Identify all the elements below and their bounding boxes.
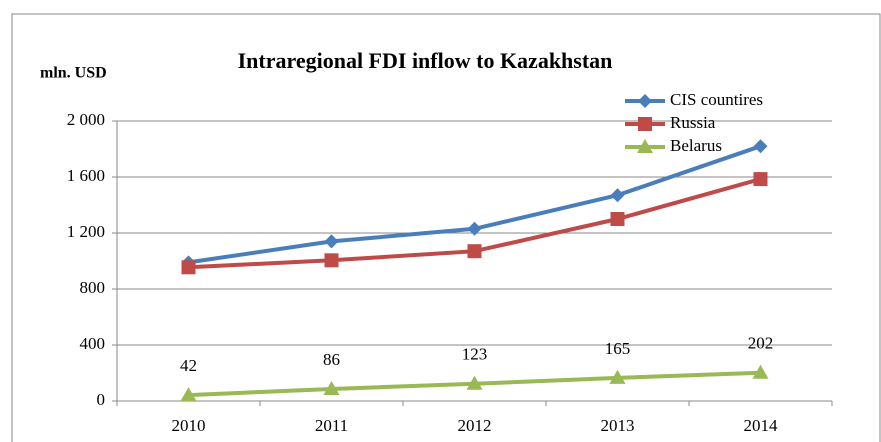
y-tick-label: 400	[80, 334, 106, 353]
data-point	[467, 221, 482, 236]
data-point	[324, 234, 339, 249]
x-tick-label: 2013	[601, 416, 635, 435]
data-point	[180, 387, 197, 402]
data-label: 202	[748, 334, 774, 353]
data-label: 42	[180, 356, 197, 375]
chart-title: Intraregional FDI inflow to Kazakhstan	[238, 48, 613, 73]
legend-label: Belarus	[670, 136, 722, 155]
x-tick-label: 2014	[744, 416, 779, 435]
data-point	[324, 253, 339, 268]
legend-marker	[638, 94, 652, 108]
y-tick-label: 0	[97, 390, 106, 409]
data-point	[466, 375, 483, 390]
x-tick-label: 2012	[458, 416, 492, 435]
data-label: 123	[462, 345, 488, 364]
legend-label: CIS countires	[670, 90, 763, 109]
y-tick-label: 1 200	[67, 222, 105, 241]
data-point	[753, 172, 768, 187]
x-tick-label: 2010	[172, 416, 206, 435]
data-point	[752, 364, 769, 379]
data-point	[610, 188, 625, 203]
chart-frame	[11, 13, 881, 442]
data-point	[753, 139, 768, 154]
y-axis-label: mln. USD	[40, 65, 107, 82]
y-tick-label: 1 600	[67, 166, 105, 185]
y-tick-label: 800	[80, 278, 106, 297]
x-tick-label: 2011	[315, 416, 348, 435]
legend-marker	[637, 139, 653, 153]
data-label: 86	[323, 350, 340, 369]
legend-label: Russia	[670, 113, 716, 132]
data-point	[467, 244, 482, 259]
data-label: 165	[605, 339, 631, 358]
data-point	[181, 260, 196, 275]
data-point	[609, 369, 626, 384]
y-tick-label: 2 000	[67, 110, 105, 129]
legend-marker	[638, 117, 652, 131]
data-point	[610, 212, 625, 226]
data-point	[323, 380, 340, 395]
